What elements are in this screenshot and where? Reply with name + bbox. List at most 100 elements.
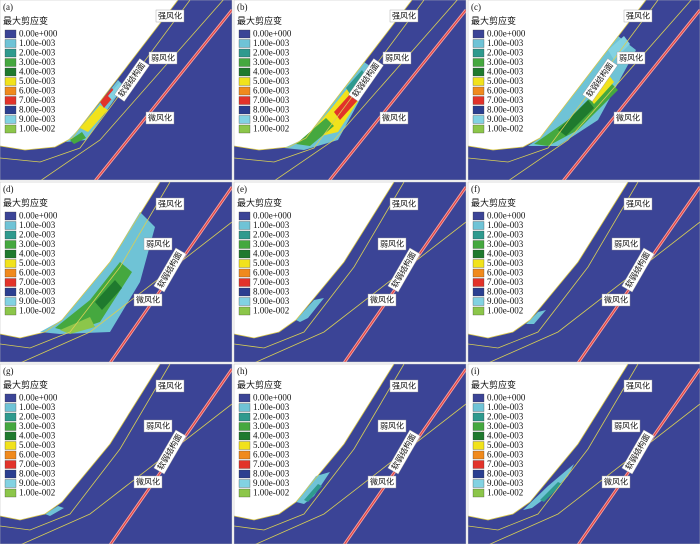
legend-swatch — [472, 469, 485, 479]
panel: 强风化弱风化微风化软弱结构面(a)最大剪应变0.00e+0001.00e-003… — [0, 0, 233, 181]
zone-tag-text: 强风化 — [626, 10, 650, 20]
legend-title: 最大剪应变 — [471, 379, 516, 390]
legend-label: 2.00e-003 — [253, 48, 290, 58]
legend-swatch — [472, 393, 485, 403]
legend-swatch — [472, 240, 485, 249]
strain-zone — [540, 482, 562, 502]
legend-label: 1.00e-003 — [19, 38, 56, 48]
zone-tag-box — [377, 237, 407, 251]
legend-swatch — [4, 48, 17, 58]
legend-swatch — [472, 105, 485, 115]
legend-swatch — [238, 403, 251, 412]
legend-label: 0.00e+000 — [253, 393, 292, 403]
zone-tag-box — [155, 197, 185, 211]
legend-label: 4.00e-003 — [487, 67, 524, 77]
zone-tag-box — [143, 237, 173, 251]
legend-label: 0.00e+000 — [19, 29, 58, 39]
zone-tag-box — [148, 51, 178, 65]
zone-tag: 弱风化 — [143, 237, 173, 251]
legend-swatch — [4, 306, 17, 316]
legend-swatch — [472, 403, 485, 412]
legend-label: 7.00e-003 — [487, 459, 524, 469]
legend-label: 4.00e-003 — [487, 431, 524, 441]
legend-swatch — [238, 278, 251, 287]
legend-label: 2.00e-003 — [19, 412, 56, 422]
legend-label: 5.00e-003 — [19, 440, 56, 450]
legend-swatch — [4, 124, 17, 134]
panel: 强风化弱风化微风化软弱结构面(b)最大剪应变0.00e+0001.00e-003… — [233, 0, 467, 181]
legend-label: 8.00e-003 — [487, 287, 524, 297]
legend-swatch — [4, 115, 17, 124]
weathering-boundary — [255, 221, 466, 362]
legend-swatch — [472, 211, 485, 221]
zone-tag-text: 微风化 — [604, 294, 628, 304]
legend-label: 6.00e-003 — [253, 86, 290, 96]
legend-swatch — [472, 48, 485, 58]
legend-swatch — [472, 268, 485, 278]
legend-swatch — [238, 488, 251, 498]
strain-zone — [45, 506, 64, 516]
legend-label: 4.00e-003 — [19, 431, 56, 441]
strain-zone — [55, 262, 132, 332]
legend-label: 8.00e-003 — [253, 105, 290, 115]
legend-swatch — [238, 441, 251, 450]
panel: 强风化弱风化微风化软弱结构面(c)最大剪应变0.00e+0001.00e-003… — [467, 0, 700, 181]
legend-label: 7.00e-003 — [19, 277, 56, 287]
legend-title: 最大剪应变 — [3, 197, 48, 208]
ground-surface — [234, 364, 395, 521]
legend-swatch — [238, 268, 251, 278]
legend-swatch — [238, 450, 251, 460]
legend-label: 7.00e-003 — [253, 277, 290, 287]
zone-tag-text: 弱风化 — [146, 238, 170, 248]
zone-tag-box — [623, 9, 653, 23]
legend-label: 3.00e-003 — [253, 421, 290, 431]
zone-tag-box — [389, 379, 419, 393]
legend-label: 1.00e-002 — [253, 124, 289, 134]
strain-zone — [526, 310, 546, 324]
legend-swatch — [472, 230, 485, 240]
strain-zone — [608, 36, 630, 60]
legend-swatch — [4, 297, 17, 306]
legend-swatch — [472, 249, 485, 259]
legend-swatch — [472, 441, 485, 450]
legend-swatch — [238, 479, 251, 488]
legend-swatch — [238, 124, 251, 134]
legend-label: 2.00e-003 — [487, 48, 524, 58]
legend-swatch — [472, 278, 485, 287]
legend-swatch — [472, 77, 485, 86]
weathering-boundary — [234, 364, 405, 531]
legend-label: 3.00e-003 — [487, 57, 524, 67]
panel-label: (e) — [237, 184, 247, 194]
strain-zone — [296, 298, 324, 322]
zone-tag: 弱风化 — [382, 51, 412, 65]
strain-zone — [558, 100, 594, 136]
legend-swatch — [238, 115, 251, 124]
weathering-boundary — [0, 364, 171, 531]
legend-label: 3.00e-003 — [253, 57, 290, 67]
legend-label: 5.00e-003 — [253, 76, 290, 86]
legend-label: 9.00e-003 — [19, 478, 56, 488]
zone-tag: 强风化 — [389, 9, 419, 23]
legend-label: 1.00e-003 — [487, 402, 524, 412]
zone-tag-text: 弱风化 — [380, 420, 404, 430]
legend-label: 0.00e+000 — [487, 211, 526, 221]
weathering-boundary — [468, 182, 639, 349]
panel-frame — [233, 0, 467, 181]
legend-swatch — [238, 287, 251, 297]
legend-swatch — [472, 124, 485, 134]
legend-swatch — [472, 39, 485, 48]
panel-label: (d) — [3, 184, 14, 194]
legend-swatch — [4, 221, 17, 230]
legend-swatch — [472, 479, 485, 488]
legend-label: 0.00e+000 — [487, 393, 526, 403]
strain-zone — [304, 484, 322, 502]
legend-label: 3.00e-003 — [487, 239, 524, 249]
legend-swatch — [4, 422, 17, 431]
legend-label: 5.00e-003 — [487, 440, 524, 450]
legend-label: 4.00e-003 — [19, 249, 56, 259]
legend-swatch — [4, 469, 17, 479]
legend-swatch — [4, 249, 17, 259]
